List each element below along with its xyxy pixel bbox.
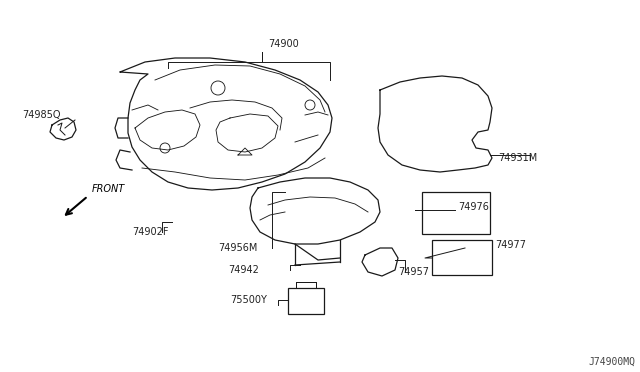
Text: 74942: 74942 — [228, 265, 259, 275]
Bar — [432, 240, 492, 275]
Text: 74902F: 74902F — [132, 227, 168, 237]
Text: 74957: 74957 — [398, 267, 429, 277]
Text: 74985Q: 74985Q — [22, 110, 61, 120]
Bar — [288, 288, 324, 314]
Bar — [422, 192, 490, 234]
Text: J74900MQ: J74900MQ — [588, 357, 635, 367]
Text: 75500Y: 75500Y — [230, 295, 267, 305]
Text: FRONT: FRONT — [92, 184, 125, 194]
Text: 74977: 74977 — [495, 240, 526, 250]
Text: 74931M: 74931M — [498, 153, 537, 163]
Text: 74976: 74976 — [458, 202, 489, 212]
Text: 74956M: 74956M — [218, 243, 257, 253]
Text: 74900: 74900 — [268, 39, 299, 49]
